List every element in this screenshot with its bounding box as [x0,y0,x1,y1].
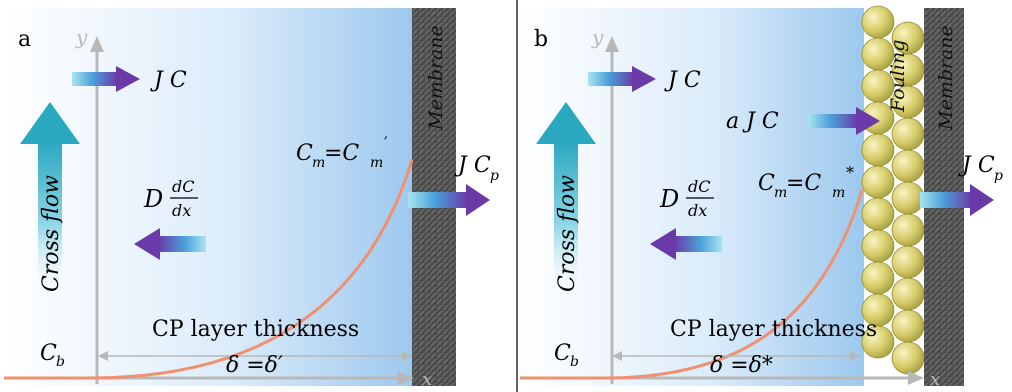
cb-sub-b: b [570,354,579,370]
fouling-flux-arrow-b [808,107,880,135]
permeate-sub-a: p [490,168,499,184]
diffusion-arrow-b [650,228,722,260]
diffusion-d-a: D [143,185,163,213]
cm-sub2-a: m [370,155,383,171]
cm-sup-a: ′ [384,133,388,152]
fouling-particle [891,277,925,311]
diffusion-num-b: dC [688,177,710,196]
membrane-label-a: Membrane [425,25,447,131]
cross-flow-label-a: Cross flow [39,175,64,292]
fouling-particle [861,165,895,199]
cm-main-a: C [296,141,313,166]
cm-label-b: C m =C m * [758,163,854,201]
permeate-arrow-a [408,184,490,216]
fouling-layer [861,5,925,375]
diffusion-den-b: dx [688,201,707,220]
panel-a-label: a [18,27,31,52]
fouling-particle [891,213,925,247]
panel-a-background [4,8,414,386]
fouling-particle [861,325,895,359]
y-axis-arrow-a [90,36,104,52]
diffusion-den-a: dx [172,201,191,220]
fouling-particle [861,261,895,295]
cross-flow-arrow-a: Cross flow [20,102,80,292]
cm-sub-a: m [312,155,325,171]
flux-arrow-b [588,66,656,92]
cm-sub2-b: m [832,185,845,201]
fouling-particle [861,133,895,167]
cm-sup-b: * [846,163,854,182]
delta-label-b: δ =δ* [710,353,773,378]
concentration-curve-b [520,189,864,380]
fouling-particle [891,181,925,215]
flux-arrow-a [72,66,140,92]
cm-sub-b: m [774,185,787,201]
permeate-arrow-b [920,184,994,216]
fouling-particle [891,149,925,183]
diffusion-d-b: D [659,185,679,213]
diffusion-num-a: dC [172,177,194,196]
cross-flow-arrow-b: Cross flow [536,102,596,292]
fouling-particle [891,309,925,343]
flux-label-a: J C [150,68,187,93]
panel-b-label: b [534,27,548,52]
concentration-curve-a [4,159,414,380]
cp-label-a: CP layer thickness [152,317,359,342]
y-axis-label-a: y [75,25,88,49]
cp-label-b: CP layer thickness [670,317,877,342]
permeate-sub-b: p [994,168,1003,184]
permeate-main-b: J C [958,153,995,178]
fouling-particle [861,197,895,231]
fouling-particle [891,341,925,375]
cm-label-a: C m =C m ′ [296,133,388,171]
fouling-label-b: Fouling [887,40,909,113]
delta-label-a: δ =δ′ [226,353,283,378]
cm-eq-a: =C [324,141,359,166]
cross-flow-label-b: Cross flow [555,175,580,292]
diffusion-arrow-a [134,228,206,260]
fouling-particle [861,229,895,263]
cm-main-b: C [758,171,775,196]
panel-a: a y x Cross flow J C D dC dx [4,8,499,390]
cb-main-a: C [40,341,57,366]
fouling-particle [891,245,925,279]
y-axis-label-b: y [591,25,604,49]
cb-sub-a: b [56,354,65,370]
membrane-label-b: Membrane [935,25,957,131]
cb-main-b: C [554,341,571,366]
cm-eq-b: =C [786,171,821,196]
permeate-main-a: J C [454,153,491,178]
fouling-particle [861,5,895,39]
x-axis-label-b: x [930,369,940,390]
x-axis-arrow-a [398,371,414,385]
panel-b: b y x Cross flow J C a J C D dC dx [520,5,1003,390]
flux-label-b: J C [664,68,701,93]
fouling-particle [891,117,925,151]
x-axis-label-a: x [422,369,432,390]
fouling-flux-label-b: a J C [726,109,779,134]
